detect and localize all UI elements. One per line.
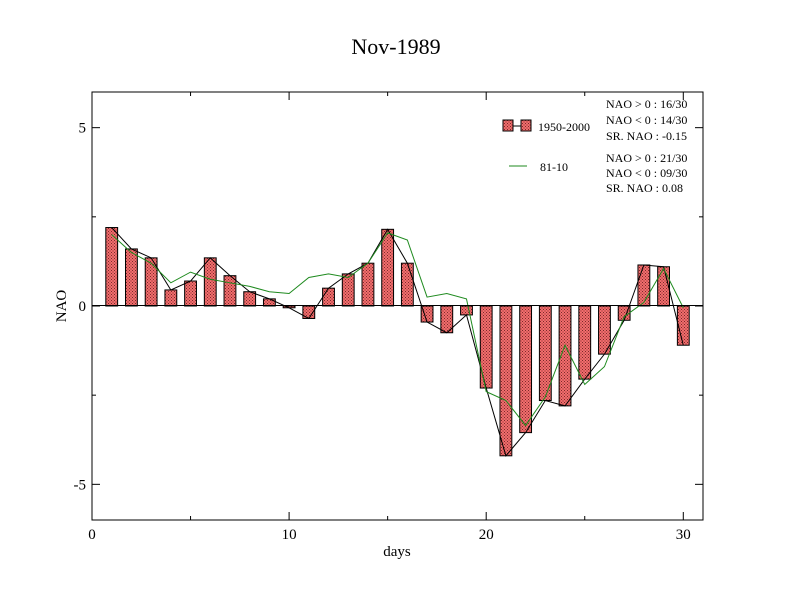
bar-day-2 [125,248,138,307]
bar-day-25 [578,305,592,380]
legend-label-1950-2000: 1950-2000 [538,120,590,134]
bar-day-30 [676,305,690,346]
bar-day-19 [460,305,473,316]
bar-day-9 [262,298,276,307]
legend-label-81-10: 81-10 [540,160,568,174]
y-tick-label--5: -5 [74,477,87,493]
legend-swatch-1950-2000-left [502,119,514,132]
axes-layer: 0 10 20 30 -5 0 5 [74,92,703,543]
chart-title: Nov-1989 [351,34,440,59]
bar-day-4 [164,289,178,307]
stat-sr-nao-1950-2000: SR. NAO : -0.15 [606,129,687,143]
stat-nao-positive-1950-2000: NAO > 0 : 16/30 [606,97,687,111]
bar-day-28 [637,264,651,307]
bar-day-21 [499,305,513,457]
stat-sr-nao-81-10: SR. NAO : 0.08 [606,181,683,195]
bar-day-20 [479,305,493,389]
legend-entry-1950-2000: 1950-2000 [502,119,590,134]
legend-stats-1950-2000: NAO > 0 : 16/30 NAO < 0 : 14/30 SR. NAO … [606,97,687,143]
bar-day-29 [657,266,670,307]
legend: 1950-2000 81-10 NAO > 0 : 16/30 NAO < 0 … [502,97,687,195]
line-1950-2000 [111,227,684,457]
line-81-10 [111,232,684,427]
x-axis-label: days [383,544,411,560]
bar-day-14 [361,262,375,307]
x-tick-label-0: 0 [88,527,96,543]
x-tick-label-10: 10 [282,527,297,543]
stat-nao-negative-1950-2000: NAO < 0 : 14/30 [606,113,687,127]
y-tick-label-5: 5 [79,121,87,137]
bar-day-12 [322,287,335,307]
bar-day-6 [203,257,217,307]
bars-layer [105,227,690,457]
bar-day-5 [184,280,197,307]
x-tick-label-20: 20 [479,527,494,543]
bar-day-22 [519,305,533,434]
bar-day-1 [105,227,119,307]
lines-layer [111,227,684,457]
y-axis-label: NAO [54,290,70,323]
x-tick-label-30: 30 [676,527,691,543]
bar-day-13 [341,273,355,307]
bar-day-15 [381,228,395,307]
y-tick-label-0: 0 [79,299,87,315]
legend-entry-81-10: 81-10 [509,160,568,174]
legend-swatch-1950-2000-right [520,119,532,132]
bar-day-7 [223,275,237,307]
stat-nao-negative-81-10: NAO < 0 : 09/30 [606,166,687,180]
bar-day-16 [400,262,414,307]
stat-nao-positive-81-10: NAO > 0 : 21/30 [606,151,687,165]
legend-stats-81-10: NAO > 0 : 21/30 NAO < 0 : 09/30 SR. NAO … [606,151,687,195]
bar-day-8 [243,291,257,307]
